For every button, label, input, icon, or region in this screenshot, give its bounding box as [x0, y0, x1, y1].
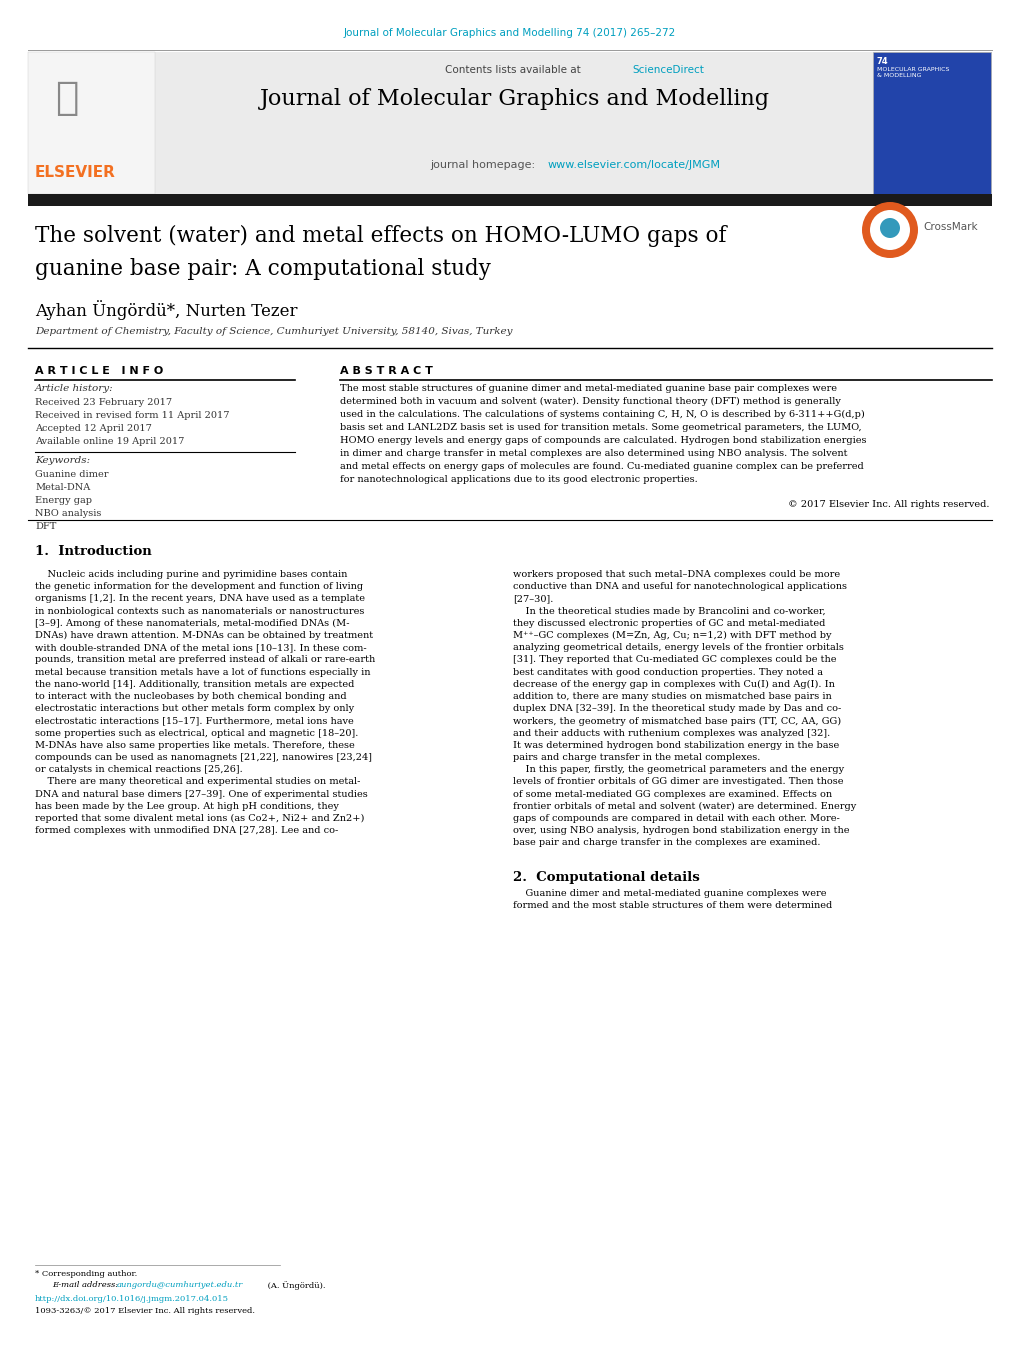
Text: Guanine dimer: Guanine dimer: [35, 470, 108, 480]
Text: they discussed electronic properties of GC and metal-mediated: they discussed electronic properties of …: [513, 619, 824, 628]
Circle shape: [861, 203, 917, 258]
Text: NBO analysis: NBO analysis: [35, 509, 101, 517]
Text: Received in revised form 11 April 2017: Received in revised form 11 April 2017: [35, 411, 229, 420]
Text: or catalysts in chemical reactions [25,26].: or catalysts in chemical reactions [25,2…: [35, 765, 243, 774]
Text: levels of frontier orbitals of GG dimer are investigated. Then those: levels of frontier orbitals of GG dimer …: [513, 777, 843, 786]
Text: M-DNAs have also same properties like metals. Therefore, these: M-DNAs have also same properties like me…: [35, 740, 355, 750]
Circle shape: [869, 209, 909, 250]
Text: [31]. They reported that Cu-mediated GC complexes could be the: [31]. They reported that Cu-mediated GC …: [513, 655, 836, 665]
Text: formed and the most stable structures of them were determined: formed and the most stable structures of…: [513, 901, 832, 909]
Text: addition to, there are many studies on mismatched base pairs in: addition to, there are many studies on m…: [513, 692, 830, 701]
Text: organisms [1,2]. In the recent years, DNA have used as a template: organisms [1,2]. In the recent years, DN…: [35, 594, 365, 604]
Text: ELSEVIER: ELSEVIER: [35, 165, 116, 180]
Text: Keywords:: Keywords:: [35, 457, 90, 465]
Bar: [28, 195, 991, 205]
Text: formed complexes with unmodified DNA [27,28]. Lee and co-: formed complexes with unmodified DNA [27…: [35, 827, 338, 835]
Text: of some metal-mediated GG complexes are examined. Effects on: of some metal-mediated GG complexes are …: [513, 789, 832, 798]
Text: compounds can be used as nanomagnets [21,22], nanowires [23,24]: compounds can be used as nanomagnets [21…: [35, 753, 372, 762]
Text: (A. Üngördü).: (A. Üngördü).: [265, 1281, 325, 1290]
Text: reported that some divalent metal ions (as Co2+, Ni2+ and Zn2+): reported that some divalent metal ions (…: [35, 815, 364, 823]
Text: MOLECULAR GRAPHICS
& MODELLING: MOLECULAR GRAPHICS & MODELLING: [876, 68, 949, 78]
Bar: [155, 51, 872, 195]
Text: There are many theoretical and experimental studies on metal-: There are many theoretical and experimen…: [35, 777, 360, 786]
Text: electrostatic interactions but other metals form complex by only: electrostatic interactions but other met…: [35, 704, 354, 713]
Text: best canditates with good conduction properties. They noted a: best canditates with good conduction pro…: [513, 667, 822, 677]
Text: metal because transition metals have a lot of functions especially in: metal because transition metals have a l…: [35, 667, 370, 677]
Text: Available online 19 April 2017: Available online 19 April 2017: [35, 436, 184, 446]
Text: M⁺⁺–GC complexes (M=Zn, Ag, Cu; n=1,2) with DFT method by: M⁺⁺–GC complexes (M=Zn, Ag, Cu; n=1,2) w…: [513, 631, 830, 640]
Text: the genetic information for the development and function of living: the genetic information for the developm…: [35, 582, 363, 592]
Text: in nonbiological contexts such as nanomaterials or nanostructures: in nonbiological contexts such as nanoma…: [35, 607, 364, 616]
Text: Journal of Molecular Graphics and Modelling: Journal of Molecular Graphics and Modell…: [260, 88, 769, 109]
Text: It was determined hydrogen bond stabilization energy in the base: It was determined hydrogen bond stabiliz…: [513, 740, 839, 750]
Text: workers proposed that such metal–DNA complexes could be more: workers proposed that such metal–DNA com…: [513, 570, 840, 580]
Text: 2.  Computational details: 2. Computational details: [513, 870, 699, 884]
Text: has been made by the Lee group. At high pH conditions, they: has been made by the Lee group. At high …: [35, 801, 338, 811]
Text: conductive than DNA and useful for nanotechnological applications: conductive than DNA and useful for nanot…: [513, 582, 846, 592]
Text: ScienceDirect: ScienceDirect: [632, 65, 703, 76]
Text: 1.  Introduction: 1. Introduction: [35, 544, 152, 558]
Text: journal homepage:: journal homepage:: [430, 159, 538, 170]
Circle shape: [879, 218, 899, 238]
Text: Received 23 February 2017: Received 23 February 2017: [35, 399, 172, 407]
Text: [3–9]. Among of these nanomaterials, metal-modified DNAs (M-: [3–9]. Among of these nanomaterials, met…: [35, 619, 350, 628]
Text: © 2017 Elsevier Inc. All rights reserved.: © 2017 Elsevier Inc. All rights reserved…: [788, 500, 989, 509]
Text: Metal-DNA: Metal-DNA: [35, 484, 90, 492]
Text: Contents lists available at: Contents lists available at: [445, 65, 584, 76]
Text: over, using NBO analysis, hydrogen bond stabilization energy in the: over, using NBO analysis, hydrogen bond …: [513, 827, 849, 835]
Text: Accepted 12 April 2017: Accepted 12 April 2017: [35, 424, 152, 434]
Text: Energy gap: Energy gap: [35, 496, 92, 505]
Text: A R T I C L E   I N F O: A R T I C L E I N F O: [35, 366, 163, 376]
Text: duplex DNA [32–39]. In the theoretical study made by Das and co-: duplex DNA [32–39]. In the theoretical s…: [513, 704, 841, 713]
Text: Article history:: Article history:: [35, 384, 113, 393]
Text: used in the calculations. The calculations of systems containing C, H, N, O is d: used in the calculations. The calculatio…: [339, 409, 864, 419]
Text: Department of Chemistry, Faculty of Science, Cumhuriyet University, 58140, Sivas: Department of Chemistry, Faculty of Scie…: [35, 327, 512, 336]
Text: * Corresponding author.: * Corresponding author.: [35, 1270, 138, 1278]
Text: some properties such as electrical, optical and magnetic [18–20].: some properties such as electrical, opti…: [35, 728, 358, 738]
Text: the nano-world [14]. Additionally, transition metals are expected: the nano-world [14]. Additionally, trans…: [35, 680, 354, 689]
Text: E-mail address:: E-mail address:: [52, 1281, 120, 1289]
Text: DNA and natural base dimers [27–39]. One of experimental studies: DNA and natural base dimers [27–39]. One…: [35, 789, 368, 798]
Text: guanine base pair: A computational study: guanine base pair: A computational study: [35, 258, 490, 280]
Text: 74: 74: [876, 57, 888, 66]
Text: electrostatic interactions [15–17]. Furthermore, metal ions have: electrostatic interactions [15–17]. Furt…: [35, 716, 354, 725]
Text: CrossMark: CrossMark: [922, 222, 976, 232]
Text: and their adducts with ruthenium complexes was analyzed [32].: and their adducts with ruthenium complex…: [513, 728, 829, 738]
Text: Journal of Molecular Graphics and Modelling 74 (2017) 265–272: Journal of Molecular Graphics and Modell…: [343, 28, 676, 38]
Bar: [872, 51, 990, 195]
Text: pairs and charge transfer in the metal complexes.: pairs and charge transfer in the metal c…: [513, 753, 759, 762]
Text: A B S T R A C T: A B S T R A C T: [339, 366, 432, 376]
Bar: [28, 51, 155, 195]
Text: The solvent (water) and metal effects on HOMO-LUMO gaps of: The solvent (water) and metal effects on…: [35, 226, 726, 247]
Text: In this paper, firstly, the geometrical parameters and the energy: In this paper, firstly, the geometrical …: [513, 765, 844, 774]
Text: DFT: DFT: [35, 521, 56, 531]
Text: base pair and charge transfer in the complexes are examined.: base pair and charge transfer in the com…: [513, 839, 819, 847]
Text: Guanine dimer and metal-mediated guanine complexes were: Guanine dimer and metal-mediated guanine…: [513, 889, 825, 897]
Text: aungordu@cumhuriyet.edu.tr: aungordu@cumhuriyet.edu.tr: [117, 1281, 243, 1289]
Text: pounds, transition metal are preferred instead of alkali or rare-earth: pounds, transition metal are preferred i…: [35, 655, 375, 665]
Text: decrease of the energy gap in complexes with Cu(I) and Ag(I). In: decrease of the energy gap in complexes …: [513, 680, 835, 689]
Text: http://dx.doi.org/10.1016/j.jmgm.2017.04.015: http://dx.doi.org/10.1016/j.jmgm.2017.04…: [35, 1296, 229, 1302]
Text: with double-stranded DNA of the metal ions [10–13]. In these com-: with double-stranded DNA of the metal io…: [35, 643, 366, 653]
Text: gaps of compounds are compared in detail with each other. More-: gaps of compounds are compared in detail…: [513, 815, 839, 823]
Text: workers, the geometry of mismatched base pairs (TT, CC, AA, GG): workers, the geometry of mismatched base…: [513, 716, 841, 725]
Text: and metal effects on energy gaps of molecules are found. Cu-mediated guanine com: and metal effects on energy gaps of mole…: [339, 462, 863, 471]
Text: determined both in vacuum and solvent (water). Density functional theory (DFT) m: determined both in vacuum and solvent (w…: [339, 397, 840, 407]
Text: [27–30].: [27–30].: [513, 594, 553, 604]
Text: DNAs) have drawn attention. M-DNAs can be obtained by treatment: DNAs) have drawn attention. M-DNAs can b…: [35, 631, 373, 640]
Text: In the theoretical studies made by Brancolini and co-worker,: In the theoretical studies made by Branc…: [513, 607, 824, 616]
Text: 1093-3263/© 2017 Elsevier Inc. All rights reserved.: 1093-3263/© 2017 Elsevier Inc. All right…: [35, 1306, 255, 1315]
Text: Ayhan Üngördü*, Nurten Tezer: Ayhan Üngördü*, Nurten Tezer: [35, 300, 298, 320]
Text: Nucleic acids including purine and pyrimidine bases contain: Nucleic acids including purine and pyrim…: [35, 570, 347, 580]
Text: for nanotechnological applications due to its good electronic properties.: for nanotechnological applications due t…: [339, 476, 697, 484]
Text: to interact with the nucleobases by both chemical bonding and: to interact with the nucleobases by both…: [35, 692, 346, 701]
Text: in dimer and charge transfer in metal complexes are also determined using NBO an: in dimer and charge transfer in metal co…: [339, 449, 847, 458]
Text: analyzing geometrical details, energy levels of the frontier orbitals: analyzing geometrical details, energy le…: [513, 643, 843, 653]
Text: 🌿: 🌿: [55, 80, 78, 118]
Text: The most stable structures of guanine dimer and metal-mediated guanine base pair: The most stable structures of guanine di…: [339, 384, 837, 393]
Text: HOMO energy levels and energy gaps of compounds are calculated. Hydrogen bond st: HOMO energy levels and energy gaps of co…: [339, 436, 866, 444]
Text: basis set and LANL2DZ basis set is used for transition metals. Some geometrical : basis set and LANL2DZ basis set is used …: [339, 423, 861, 432]
Text: frontier orbitals of metal and solvent (water) are determined. Energy: frontier orbitals of metal and solvent (…: [513, 801, 855, 811]
Text: www.elsevier.com/locate/JMGM: www.elsevier.com/locate/JMGM: [547, 159, 720, 170]
